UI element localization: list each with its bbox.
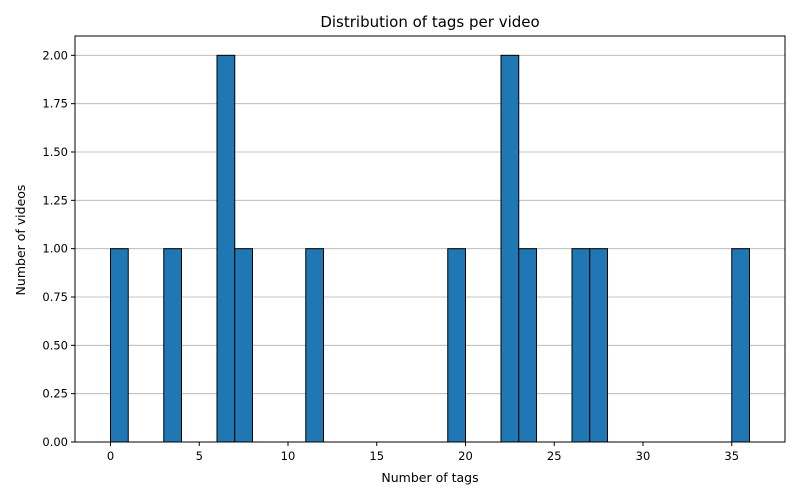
bar-bin-11-12 — [305, 248, 324, 443]
bar-bin-22-23 — [500, 54, 520, 443]
bar-bin-19-20 — [447, 248, 466, 443]
y-axis-ticks: 0.00 0.25 0.50 0.75 1.00 1.25 1.50 1.75 2.00 — [42, 48, 75, 449]
y-tick-label-5: 1.25 — [42, 193, 68, 207]
x-tick-label-25: 25 — [547, 449, 562, 463]
axes-frame — [74, 35, 786, 443]
bar-bin-27-28 — [589, 248, 608, 443]
plot-frame — [74, 35, 786, 443]
x-tick-label-15: 15 — [369, 449, 384, 463]
x-tick-label-5: 5 — [196, 449, 203, 463]
y-tick-label-0: 0.00 — [42, 435, 68, 449]
x-tick-label-30: 30 — [636, 449, 651, 463]
x-tick-label-0: 0 — [107, 449, 114, 463]
y-tick-label-2: 0.50 — [42, 338, 68, 352]
x-axis-label: Number of tags — [381, 470, 478, 485]
y-tick-label-1: 0.25 — [42, 387, 68, 401]
bar-bin-0-1 — [110, 248, 129, 443]
y-axis-label: Number of videos — [13, 185, 28, 296]
histogram-bars — [110, 54, 750, 443]
y-tick-label-4: 1.00 — [42, 242, 68, 256]
bar-bin-35-36 — [731, 248, 750, 443]
y-gridlines — [75, 54, 785, 443]
bar-bin-6-7 — [216, 54, 236, 443]
chart-title: Distribution of tags per video — [320, 13, 539, 31]
bar-bin-7-8 — [234, 248, 253, 443]
x-axis-ticks: 0 5 10 15 20 25 30 35 — [107, 442, 739, 463]
x-tick-label-20: 20 — [458, 449, 473, 463]
y-tick-label-6: 1.50 — [42, 145, 68, 159]
y-tick-label-7: 1.75 — [42, 97, 68, 111]
x-tick-label-10: 10 — [281, 449, 296, 463]
bar-bin-3-4 — [163, 248, 182, 443]
x-tick-label-35: 35 — [724, 449, 739, 463]
y-tick-label-8: 2.00 — [42, 48, 68, 62]
bar-bin-26-27 — [571, 248, 591, 443]
bar-bin-23-24 — [518, 248, 537, 443]
y-tick-label-3: 0.75 — [42, 290, 68, 304]
